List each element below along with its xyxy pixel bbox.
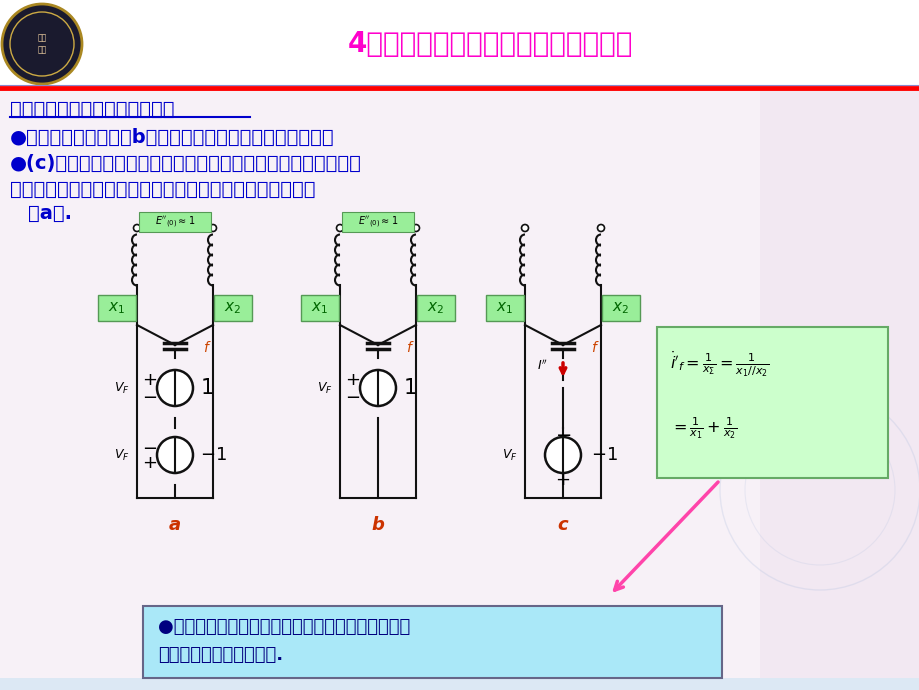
Text: $f$: $f$ <box>203 339 211 355</box>
FancyBboxPatch shape <box>214 295 252 321</box>
Text: $x_1$: $x_1$ <box>496 300 513 316</box>
FancyBboxPatch shape <box>342 212 414 232</box>
Text: $I''$: $I''$ <box>536 359 548 373</box>
Text: $-1$: $-1$ <box>199 446 227 464</box>
FancyBboxPatch shape <box>0 88 919 678</box>
FancyBboxPatch shape <box>656 327 887 478</box>
Text: $V_F$: $V_F$ <box>114 447 130 462</box>
Circle shape <box>133 224 141 232</box>
Text: $V_F$: $V_F$ <box>502 447 517 462</box>
Circle shape <box>412 224 419 232</box>
Text: $1$: $1$ <box>403 378 416 398</box>
Text: $+$: $+$ <box>345 371 360 389</box>
Circle shape <box>544 437 581 473</box>
Circle shape <box>210 224 216 232</box>
Text: $V_F$: $V_F$ <box>317 380 333 395</box>
Text: $f$: $f$ <box>590 339 599 355</box>
Circle shape <box>359 370 395 406</box>
Text: $-$: $-$ <box>142 387 157 405</box>
Text: $x_2$: $x_2$ <box>427 300 444 316</box>
Text: $+$: $+$ <box>142 371 157 389</box>
FancyBboxPatch shape <box>0 0 919 88</box>
Circle shape <box>157 370 193 406</box>
FancyBboxPatch shape <box>0 88 759 678</box>
Text: $E''_{(0)}\approx 1$: $E''_{(0)}\approx 1$ <box>154 215 195 230</box>
FancyBboxPatch shape <box>416 295 455 321</box>
Text: $f$: $f$ <box>405 339 414 355</box>
Text: $\dot{i}'_f = \frac{1}{x_{\Sigma}} = \frac{1}{x_1//x_2}$: $\dot{i}'_f = \frac{1}{x_{\Sigma}} = \fr… <box>669 350 768 380</box>
Text: 以电网对该点的等值电抗.: 以电网对该点的等值电抗. <box>158 646 283 664</box>
Text: 应用叠加原理计算三相短路电路: 应用叠加原理计算三相短路电路 <box>10 100 175 119</box>
FancyBboxPatch shape <box>485 295 524 321</box>
Text: $= \frac{1}{x_1} + \frac{1}{x_2}$: $= \frac{1}{x_1} + \frac{1}{x_2}$ <box>669 415 736 441</box>
Circle shape <box>157 437 193 473</box>
Text: 吉林: 吉林 <box>38 34 47 43</box>
Text: ●叠加原理的应用，（b）单位电源与电源电动势共同作用，: ●叠加原理的应用，（b）单位电源与电源电动势共同作用， <box>10 128 335 147</box>
Text: $x_1$: $x_1$ <box>108 300 125 316</box>
Text: 大学: 大学 <box>38 46 47 55</box>
Text: 4、电力系统三相短路电流的实用计算: 4、电力系统三相短路电流的实用计算 <box>347 30 632 58</box>
FancyBboxPatch shape <box>98 295 136 321</box>
FancyBboxPatch shape <box>601 295 640 321</box>
Text: （a）.: （a）. <box>28 204 72 223</box>
Circle shape <box>336 224 343 232</box>
Text: $+$: $+$ <box>142 454 157 472</box>
Text: ●(c)故障点单位电源电压分量单独作用，计算待求得故障分量，: ●(c)故障点单位电源电压分量单独作用，计算待求得故障分量， <box>10 154 361 173</box>
Text: c: c <box>557 516 568 534</box>
Text: $x_2$: $x_2$ <box>612 300 629 316</box>
Circle shape <box>521 224 528 232</box>
Text: $-1$: $-1$ <box>590 446 618 464</box>
Text: a: a <box>169 516 181 534</box>
FancyBboxPatch shape <box>301 295 338 321</box>
Text: $1$: $1$ <box>199 378 213 398</box>
Circle shape <box>596 224 604 232</box>
Text: ●电网中任意点的短路电流等于该点短路前的电压除: ●电网中任意点的短路电流等于该点短路前的电压除 <box>158 618 410 636</box>
Text: $x_1$: $x_1$ <box>312 300 328 316</box>
Text: $+$: $+$ <box>555 471 570 489</box>
Text: $-$: $-$ <box>142 438 157 456</box>
FancyBboxPatch shape <box>142 606 721 678</box>
Text: b: b <box>371 516 384 534</box>
Text: 短路点的电流为正常分量（很小可忽略）与故障分量的叠加: 短路点的电流为正常分量（很小可忽略）与故障分量的叠加 <box>10 180 315 199</box>
Text: $-$: $-$ <box>345 387 360 405</box>
FancyBboxPatch shape <box>139 212 210 232</box>
Text: $-$: $-$ <box>554 424 571 442</box>
Text: $V_F$: $V_F$ <box>114 380 130 395</box>
Text: $x_2$: $x_2$ <box>224 300 242 316</box>
Circle shape <box>2 4 82 84</box>
Text: $E''_{(0)}\approx 1$: $E''_{(0)}\approx 1$ <box>357 215 398 230</box>
